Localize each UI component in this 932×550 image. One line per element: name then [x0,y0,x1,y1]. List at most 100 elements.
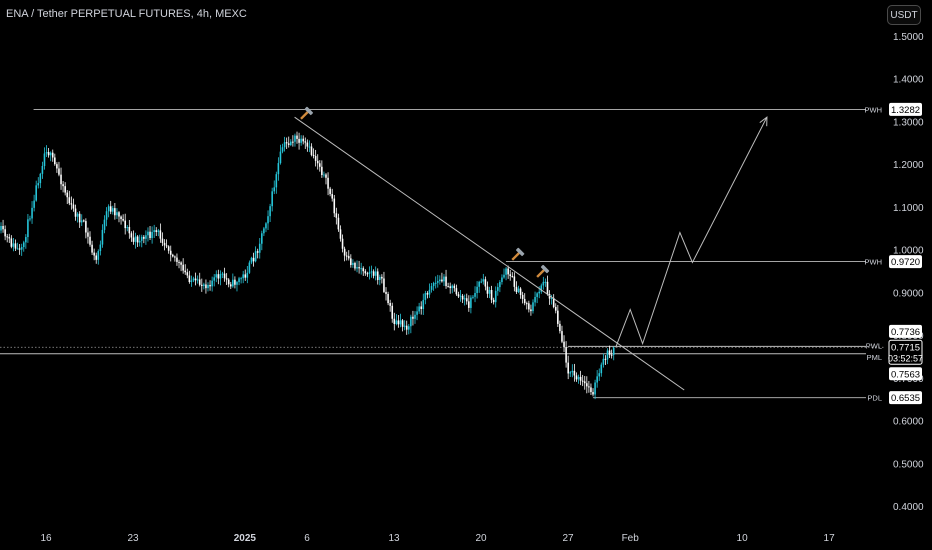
candle-body [8,237,11,239]
candle-body [138,240,141,243]
candle-body [111,208,114,212]
candle-body [190,280,193,282]
candle-body [310,146,313,155]
candle-body [130,233,133,238]
current-price-box [888,339,923,365]
candle-body [468,301,470,308]
candle-body [85,221,87,233]
candle-body [217,274,220,279]
candle-body [207,284,209,289]
x-tick-label: Feb [622,533,640,544]
candle-body [161,238,164,243]
level-value-box [889,391,922,405]
candle-body [461,295,464,300]
candle-body [43,153,46,167]
level-value-box [889,367,922,381]
countdown-timer: 03:52:57 [888,353,923,363]
candle-body [58,168,60,175]
candle-body [352,262,354,265]
candle-body [285,142,288,144]
candle-body [376,271,379,281]
candle-body [296,135,298,139]
candle-body [269,206,271,217]
candle-body [283,142,286,148]
candle-body [227,279,230,285]
candle-body [263,228,265,234]
candle-body [387,293,389,304]
candle-body [209,284,211,287]
candle-body [186,272,189,276]
candle-body [443,276,445,282]
candle-body [341,238,344,249]
candle-body [567,362,569,374]
candle-body [569,372,572,374]
candle-body [287,143,290,145]
candle-body [292,141,294,143]
level-value-box-text: 0.6535 [891,393,920,404]
level-value-box-text: 0.9720 [891,257,920,268]
candle-body [494,290,497,303]
candle-body [128,226,131,234]
x-tick-label: 17 [824,533,836,544]
candle-body [194,278,197,281]
candle-body [511,276,514,278]
candle-body [449,286,451,289]
candle-body [470,297,472,308]
candle-body [252,257,255,262]
candle-body [258,243,261,253]
candle-body [385,291,387,294]
candle-body [598,373,601,377]
candle-body [523,298,526,304]
candle-body [439,279,441,282]
candle-body [515,286,518,292]
candle-body [606,350,609,360]
candle-body [97,251,100,260]
candle-body [211,280,213,287]
y-tick-label: 1.5000 [893,32,924,43]
chart-title: ENA / Tether PERPETUAL FUTURES, 4h, MEXC [6,8,247,20]
candle-body [503,274,505,278]
level-value-box-text: 1.3282 [891,105,920,116]
candle-body [312,154,315,157]
candle-body [401,320,404,327]
candle-body [29,218,31,220]
candle-body [281,147,284,152]
candle-body [51,152,54,158]
candle-body [453,285,456,289]
candle-body [236,282,238,285]
candle-body [395,320,398,324]
candle-body [120,216,122,219]
candle-body [381,276,383,279]
level-value-box [889,102,922,116]
candle-body [254,251,257,262]
currency-button[interactable]: USDT [887,5,921,25]
candle-body [550,297,553,299]
candle-body [279,151,282,164]
candle-body [49,152,52,156]
candle-body [229,284,232,287]
candle-body [414,314,416,319]
candle-body [525,303,528,305]
candle-body [118,212,120,217]
candle-body [318,163,321,167]
candle-body [422,299,425,309]
candle-body [157,230,160,233]
candle-body [248,262,251,273]
candle-body [538,291,540,294]
candle-body [579,376,582,381]
candle-body [76,213,79,217]
candle-body [368,272,371,274]
candle-body [350,258,352,265]
candle-body [397,320,400,325]
candle-body [325,174,327,178]
candle-body [140,236,143,241]
candle-body [124,220,126,229]
candle-body [298,138,300,143]
candle-body [250,257,253,263]
y-tick-label: 0.9000 [893,288,924,299]
candle-body [360,268,362,270]
candle-body [331,194,333,199]
candle-body [33,200,35,208]
candle-body [143,236,145,239]
